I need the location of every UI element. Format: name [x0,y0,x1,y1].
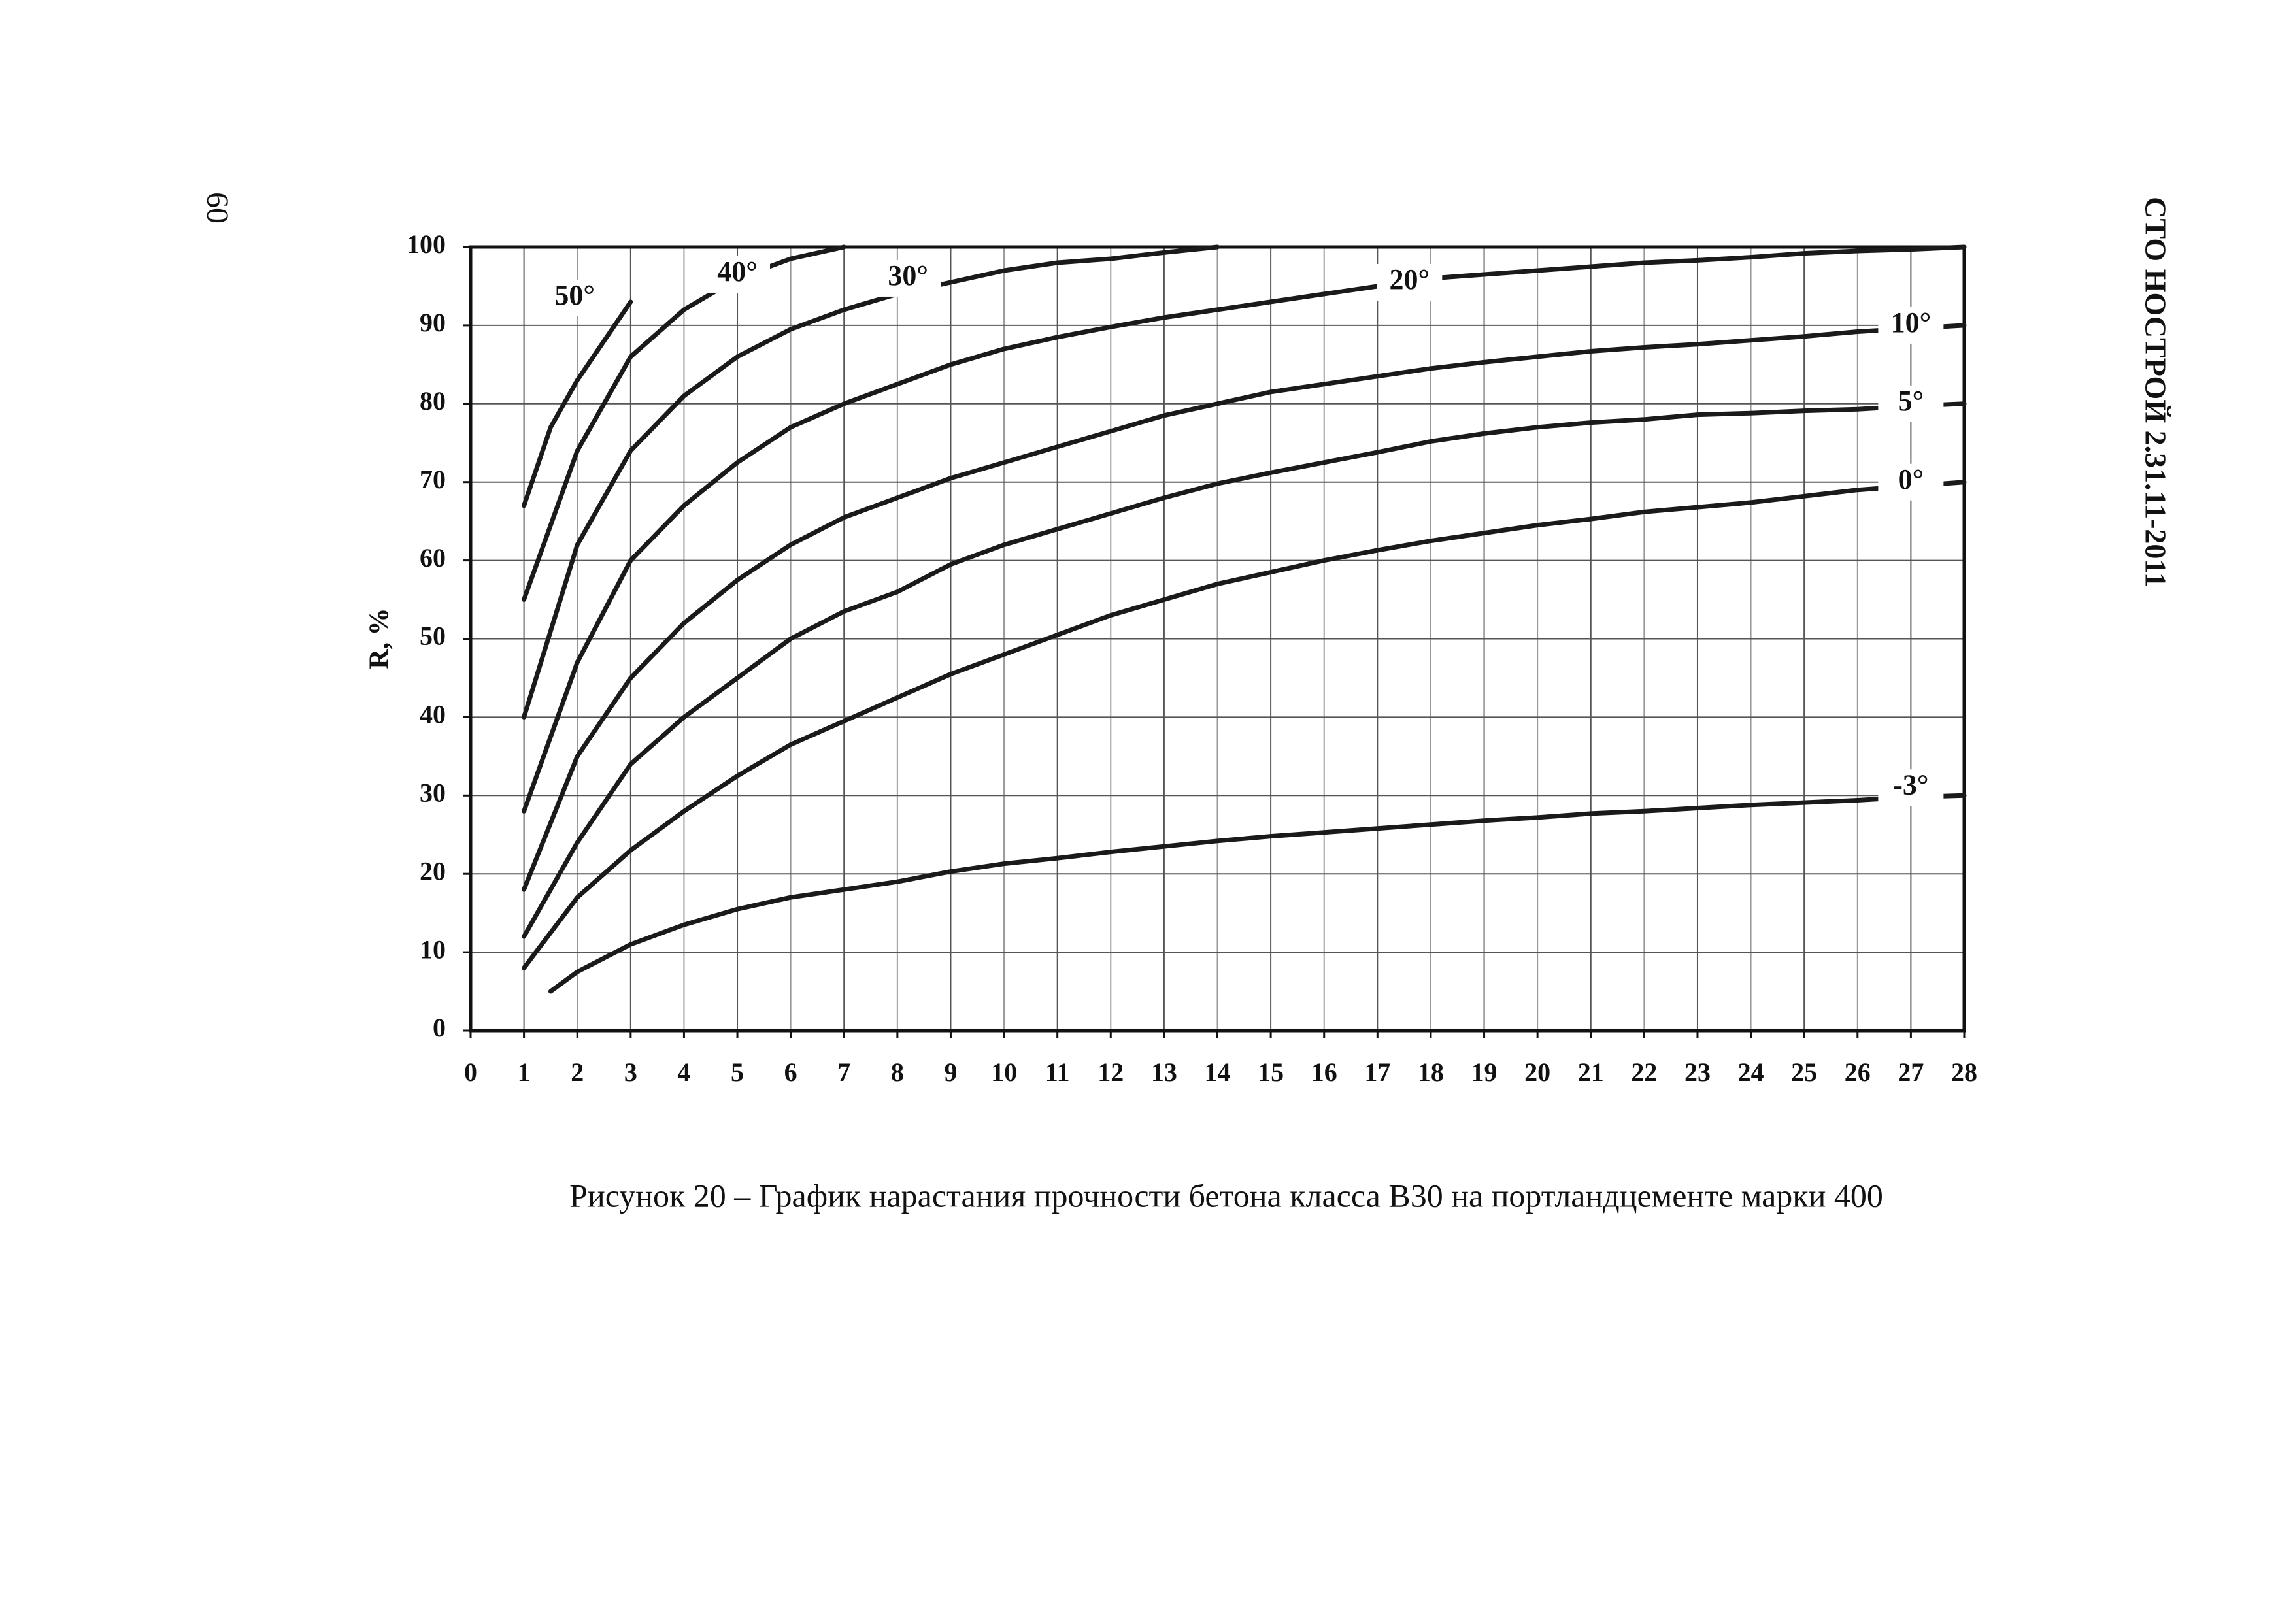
y-tick-label: 90 [420,308,446,337]
y-tick-label: 20 [420,856,446,886]
y-tick-label: 50 [420,621,446,651]
x-tick-label: 12 [1097,1057,1124,1087]
x-tick-label: 23 [1684,1057,1711,1087]
x-tick-label: 4 [677,1057,690,1087]
caption: Рисунок 20 – График нарастания прочности… [569,1177,1883,1214]
x-tick-label: 0 [464,1057,477,1087]
curve-label: 10° [1891,307,1932,339]
x-tick-label: 11 [1045,1057,1070,1087]
x-tick-label: 17 [1364,1057,1390,1087]
curve-label-bg [542,279,608,316]
x-tick-label: 22 [1631,1057,1657,1087]
y-tick-label: 0 [433,1013,446,1042]
x-tick-label: 19 [1471,1057,1498,1087]
y-tick-label: 70 [420,465,446,494]
x-tick-label: 8 [891,1057,904,1087]
x-tick-label: 10 [991,1057,1017,1087]
curve-label: 5° [1898,385,1924,417]
curve-label-bg [1878,769,1944,806]
x-tick-label: 5 [731,1057,744,1087]
x-tick-label: 21 [1578,1057,1604,1087]
header: СТО НОСТРОЙ 2.31.11-2011 [2139,197,2172,588]
x-tick-label: 2 [571,1057,584,1087]
curve [522,323,1967,892]
curve [548,793,1967,994]
curve-label: 20° [1389,263,1430,295]
x-tick-label: 14 [1205,1057,1231,1087]
x-tick-label: 25 [1791,1057,1817,1087]
curve-label-bg [1878,307,1944,344]
x-tick-label: 9 [944,1057,957,1087]
x-tick-label: 24 [1738,1057,1764,1087]
curve [522,480,1967,970]
curve [522,244,846,602]
y-tick-label: 60 [420,543,446,572]
y-tick-label: 80 [420,386,446,416]
x-tick-label: 16 [1311,1057,1337,1087]
curve [522,401,1967,939]
y-axis-label: R, % [365,608,395,669]
curve-label-bg [1377,263,1443,301]
x-tick-label: 15 [1258,1057,1284,1087]
x-tick-label: 7 [837,1057,850,1087]
curve-label: 30° [888,259,928,291]
curve-label-bg [705,256,771,293]
curve-label: 0° [1898,463,1924,495]
x-tick-label: 18 [1418,1057,1444,1087]
y-tick-label: 30 [420,778,446,807]
y-tick-label: 100 [407,229,446,259]
x-tick-label: 13 [1151,1057,1177,1087]
x-tick-label: 1 [518,1057,531,1087]
curve [522,244,1220,720]
page-number: 60 [200,192,235,224]
y-tick-label: 10 [420,935,446,964]
x-tick-label: 27 [1898,1057,1924,1087]
x-tick-label: 28 [1951,1057,1977,1087]
curve-label-bg [1878,463,1944,501]
curve [522,299,633,508]
x-tick-label: 26 [1845,1057,1871,1087]
x-tick-label: 6 [784,1057,797,1087]
y-tick-label: 40 [420,700,446,729]
curve-label: 50° [554,279,595,311]
curve-label: 40° [717,256,758,288]
x-tick-label: 20 [1524,1057,1550,1087]
curve-label-bg [875,259,941,297]
curve-label: -3° [1893,769,1928,801]
x-tick-label: 3 [624,1057,637,1087]
curve-label-bg [1878,385,1944,422]
curve [522,244,1967,814]
